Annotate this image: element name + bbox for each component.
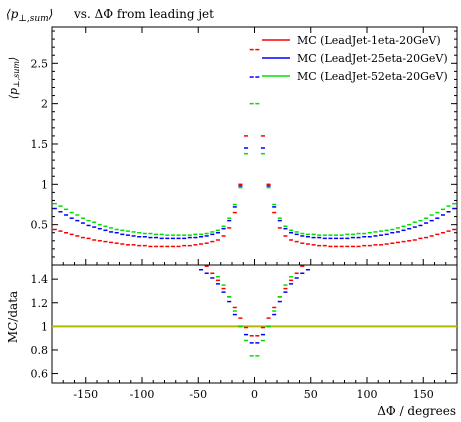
ratio-plot-frame bbox=[51, 264, 458, 384]
xtick-label: 100 bbox=[357, 388, 378, 401]
legend-label-1: MC (LeadJet-1eta-20GeV) bbox=[297, 34, 441, 47]
main-axis-ticks: 0.5 1 1.5 2 2.5 bbox=[31, 27, 457, 265]
ratio-y-axis-label: MC/data bbox=[6, 291, 20, 343]
main-ytick-label: 2.5 bbox=[31, 57, 49, 70]
main-ytick-label: 0.5 bbox=[31, 219, 49, 232]
main-ytick-label: 2 bbox=[41, 98, 48, 111]
xtick-label: 150 bbox=[413, 388, 434, 401]
ratio-ytick-label: 1.2 bbox=[31, 297, 49, 310]
ratio-ytick-label: 1 bbox=[41, 320, 48, 333]
ratio-ytick-label: 0.8 bbox=[31, 344, 49, 357]
legend: MC (LeadJet-1eta-20GeV) MC (LeadJet-25et… bbox=[262, 34, 448, 83]
xtick-label: 50 bbox=[304, 388, 318, 401]
main-ytick-label: 1.5 bbox=[31, 138, 49, 151]
xtick-label: -50 bbox=[189, 388, 207, 401]
xtick-label: -100 bbox=[130, 388, 155, 401]
x-axis-label: ΔΦ / degrees bbox=[377, 404, 456, 418]
ratio-ytick-label: 0.6 bbox=[31, 368, 49, 381]
ratio-axis-ticks: 0.6 0.8 1 1.2 1.4 -150 -100 -50 0 50 100 150 bbox=[31, 273, 457, 401]
legend-label-2: MC (LeadJet-25eta-20GeV) bbox=[297, 52, 448, 65]
xtick-label: -150 bbox=[73, 388, 98, 401]
ratio-series-group bbox=[52, 265, 457, 357]
main-ytick-label: 1 bbox=[41, 178, 48, 191]
plot-title: vs. ΔΦ from leading jet bbox=[73, 7, 214, 21]
legend-label-3: MC (LeadJet-52eta-20GeV) bbox=[297, 70, 448, 83]
plot-title-symbol: ⟨p⊥,sum⟩ bbox=[6, 7, 53, 24]
main-series-group bbox=[52, 48, 457, 248]
xtick-label: 0 bbox=[251, 388, 258, 401]
ratio-ytick-label: 1.4 bbox=[31, 273, 49, 286]
main-y-axis-label: ⟨p⊥,sum⟩ bbox=[7, 57, 21, 100]
